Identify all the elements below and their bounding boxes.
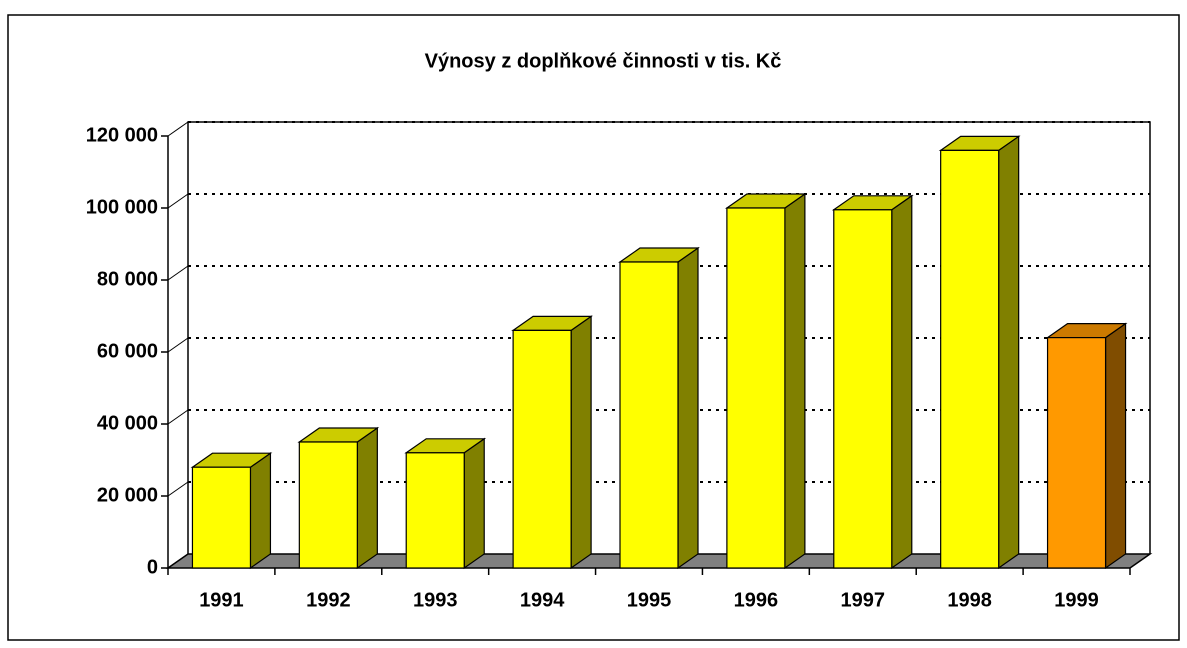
bar [512, 329, 572, 569]
bar [726, 207, 786, 569]
wall-tick [167, 481, 189, 497]
y-tick-label: 120 000 [86, 124, 158, 146]
bar [191, 466, 252, 569]
bar-side [891, 194, 913, 570]
y-tick-label: 0 [147, 556, 158, 578]
wall-tick [167, 337, 189, 353]
bar-side [998, 135, 1020, 570]
y-tick-label: 20 000 [97, 484, 158, 506]
x-tick-label: 1997 [841, 589, 886, 611]
y-tick-label: 80 000 [97, 268, 158, 290]
wall-tick [167, 265, 189, 281]
y-tick-label: 100 000 [86, 196, 158, 218]
bar [619, 261, 679, 569]
y-tick-label: 40 000 [97, 412, 158, 434]
wall-tick [167, 193, 189, 209]
x-tick-label: 1993 [413, 589, 458, 611]
x-tick-label: 1991 [199, 589, 244, 611]
x-tick-label: 1996 [734, 589, 779, 611]
bar [405, 452, 465, 569]
y-tick-label: 60 000 [97, 340, 158, 362]
bar-side [463, 437, 485, 570]
wall-tick [167, 553, 189, 569]
bar-side [356, 426, 378, 570]
bar [940, 149, 1000, 569]
bar-side [570, 315, 592, 570]
x-tick-label: 1999 [1054, 589, 1099, 611]
bar-side [677, 246, 699, 570]
chart-title: Výnosy z doplňkové činnosti v tis. Kč [425, 50, 782, 72]
x-tick-label: 1998 [947, 589, 992, 611]
bar [298, 441, 358, 569]
bar-side [784, 192, 806, 570]
wall-tick [167, 409, 189, 425]
bar-side [249, 452, 272, 570]
x-tick-label: 1992 [306, 589, 351, 611]
wall-tick [167, 121, 189, 137]
bar [1046, 337, 1107, 569]
x-tick-label: 1995 [627, 589, 672, 611]
bar-side [1104, 322, 1127, 570]
bar [833, 209, 893, 569]
x-tick-label: 1994 [520, 589, 565, 611]
